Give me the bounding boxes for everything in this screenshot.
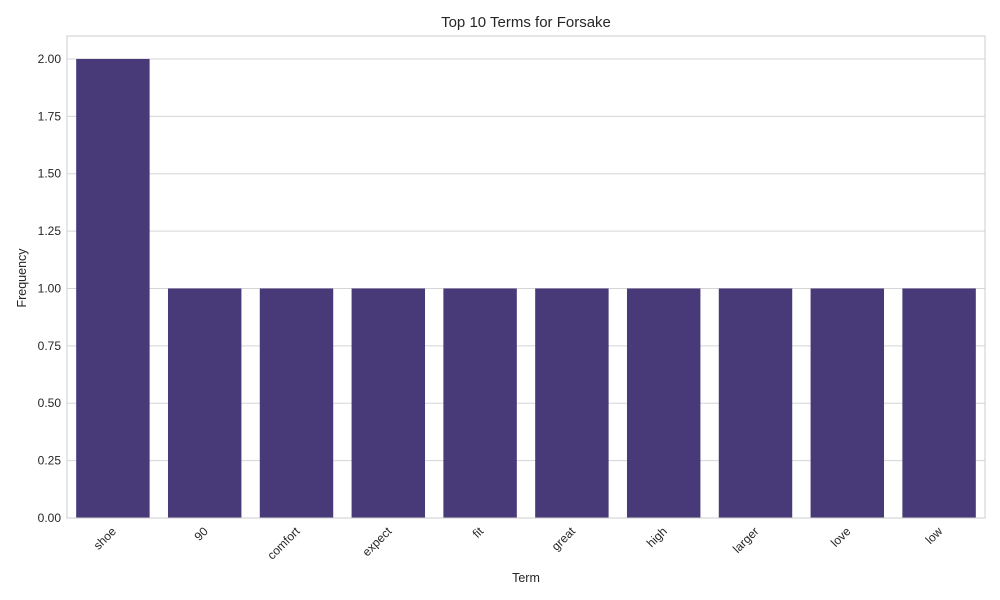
y-tick-label: 1.50	[38, 167, 62, 181]
y-tick-label: 1.75	[38, 109, 62, 123]
y-tick-labels: 0.00 0.25 0.50 0.75 1.00 1.25 1.50 1.75 2.00	[38, 52, 62, 525]
bar-love	[810, 288, 885, 518]
y-tick-label: 1.25	[38, 224, 62, 238]
bar-expect	[351, 288, 426, 518]
x-tick-label: shoe	[91, 524, 120, 553]
bar-larger	[718, 288, 793, 518]
bar-low	[902, 288, 976, 518]
bar-great	[535, 288, 609, 518]
x-tick-label: comfort	[264, 524, 303, 563]
bar-comfort	[259, 288, 334, 518]
y-tick-label: 0.25	[38, 454, 62, 468]
x-tick-label: expect	[360, 524, 395, 559]
x-axis-title: Term	[512, 571, 540, 585]
plot-frame	[66, 35, 986, 519]
y-tick-label: 0.50	[38, 396, 62, 410]
bar-high	[626, 288, 701, 518]
x-tick-labels: shoe 90 comfort expect fit great high larger lov…	[91, 524, 946, 563]
x-tick-label: larger	[730, 524, 762, 556]
y-tick-label: 2.00	[38, 52, 62, 66]
bar-90	[167, 288, 242, 518]
x-tick-label: 90	[191, 524, 211, 544]
x-tick-label: fit	[470, 524, 487, 541]
y-axis-title: Frequency	[15, 248, 29, 308]
x-tick-label: low	[923, 524, 946, 547]
bar-fit	[443, 288, 517, 518]
y-tick-label: 0.00	[38, 511, 62, 525]
y-tick-label: 1.00	[38, 281, 62, 295]
y-tick-label: 0.75	[38, 339, 62, 353]
x-tick-label: high	[644, 524, 670, 550]
bars	[76, 58, 976, 518]
x-tick-label: great	[549, 524, 579, 554]
bar-shoe	[76, 58, 150, 518]
chart-title: Top 10 Terms for Forsake	[441, 14, 611, 31]
x-tick-label: love	[828, 524, 854, 550]
